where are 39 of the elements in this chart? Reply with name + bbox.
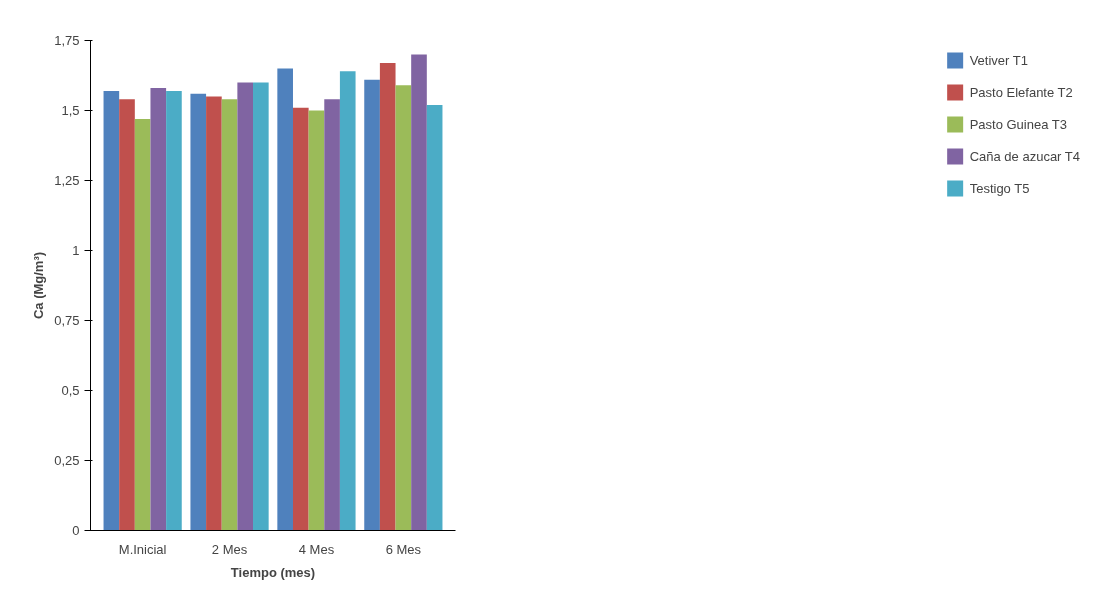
bar: [166, 90, 182, 531]
bar: [253, 82, 269, 531]
bar: [150, 88, 167, 531]
legend-label: Testigo T5: [969, 180, 1030, 196]
y-tick-label: 1,75: [54, 33, 80, 48]
y-tick-label: 1,25: [54, 173, 80, 188]
y-tick-label: 0,5: [61, 383, 80, 398]
bar: [411, 54, 427, 531]
legend-label: Pasto Elefante T2: [969, 84, 1073, 100]
bar: [119, 99, 135, 531]
bar: [190, 93, 207, 531]
bar: [221, 99, 238, 531]
legend-label: Vetiver T1: [969, 52, 1028, 68]
legend-label: Pasto Guinea T3: [969, 116, 1067, 132]
bar: [426, 104, 443, 531]
y-tick-label: 0,75: [54, 313, 80, 328]
bar: [395, 85, 412, 531]
bar: [308, 110, 325, 531]
bar: [324, 99, 340, 531]
y-tick-label: 1: [72, 243, 80, 258]
y-tick-label: 0,25: [54, 453, 80, 468]
x-axis-title: Tiempo (mes): [230, 564, 316, 580]
y-tick-label: 1,5: [61, 103, 80, 118]
bar: [103, 90, 120, 531]
bar: [339, 71, 356, 531]
bar: [206, 96, 222, 531]
bar: [134, 118, 151, 531]
x-tick-label: 2 Mes: [211, 541, 248, 557]
bar: [364, 79, 380, 531]
legend-label: Caña de azucar T4: [969, 148, 1080, 164]
x-tick-label: 6 Mes: [385, 541, 422, 557]
bar: [277, 68, 293, 531]
bar: [379, 62, 396, 531]
bar: [237, 82, 254, 531]
x-tick-label: 4 Mes: [298, 541, 335, 557]
y-tick-label: 0: [72, 523, 80, 538]
bar: [292, 107, 309, 531]
y-axis-title: Ca (Mg/m³): [31, 251, 47, 320]
x-tick-label: M.Inicial: [118, 541, 167, 557]
